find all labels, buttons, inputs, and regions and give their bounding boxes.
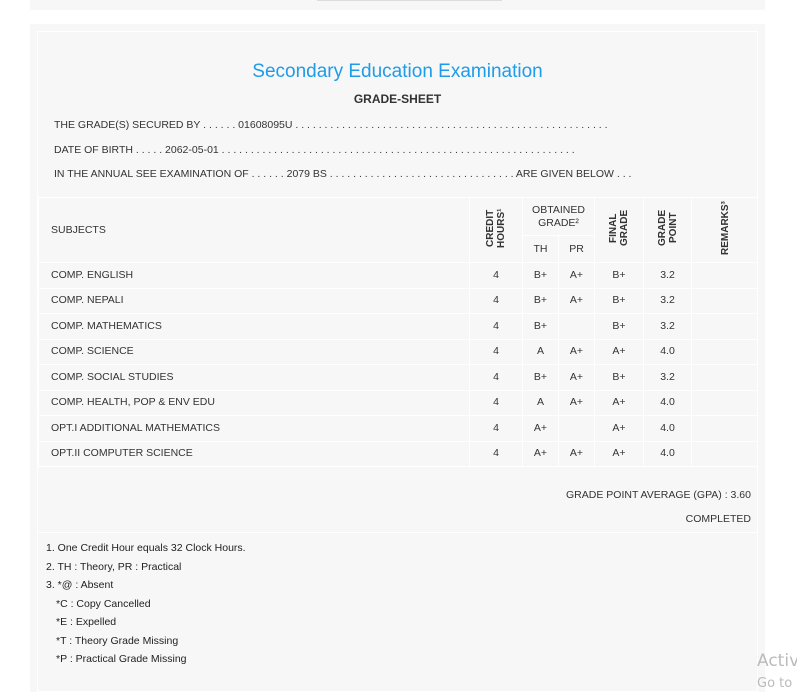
- table-row: COMP. HEALTH, POP & ENV EDU 4 A A+ A+ 4.0: [38, 389, 757, 416]
- cell-th: B+: [522, 364, 559, 391]
- cell-subject: COMP. ENGLISH: [38, 262, 470, 289]
- footnote: 1. One Credit Hour equals 32 Clock Hours…: [46, 542, 246, 554]
- cell-th: B+: [522, 313, 559, 340]
- top-tab: [317, 0, 502, 1]
- cell-final: B+: [594, 364, 644, 391]
- cell-point: 4.0: [643, 415, 692, 442]
- cell-pr: A+: [558, 262, 595, 289]
- grade-sheet-heading: GRADE-SHEET: [353, 92, 442, 106]
- cell-pr: A+: [558, 440, 595, 467]
- cell-final: A+: [594, 389, 644, 416]
- cell-final: B+: [594, 262, 644, 289]
- cell-point: 3.2: [643, 287, 692, 314]
- table-row: OPT.II COMPUTER SCIENCE 4 A+ A+ A+ 4.0: [38, 440, 757, 467]
- cell-remarks: [691, 389, 757, 416]
- cell-point: 4.0: [643, 389, 692, 416]
- header-remarks: REMARKS³: [691, 197, 757, 263]
- cell-pr: A+: [558, 389, 595, 416]
- cell-remarks: [691, 364, 757, 391]
- header-final-grade: FINAL GRADE: [594, 197, 644, 263]
- footnote: *T : Theory Grade Missing: [56, 634, 179, 647]
- grade-sheet: Secondary Education Examination GRADE-SH…: [37, 31, 758, 692]
- symbol-number-line: THE GRADE(S) SECURED BY . . . . . . 0160…: [54, 119, 608, 131]
- cell-credit: 4: [469, 287, 523, 314]
- table-row: COMP. SCIENCE 4 A A+ A+ 4.0: [38, 338, 757, 365]
- cell-subject: COMP. MATHEMATICS: [38, 313, 470, 340]
- activation-watermark-sub: Go to: [757, 676, 793, 691]
- exam-year-line: IN THE ANNUAL SEE EXAMINATION OF . . . .…: [54, 168, 632, 180]
- cell-point: 3.2: [643, 313, 692, 340]
- cell-point: 3.2: [643, 262, 692, 289]
- cell-th: A: [522, 338, 559, 365]
- cell-remarks: [691, 440, 757, 467]
- grade-sheet-header: Secondary Education Examination GRADE-SH…: [38, 32, 757, 197]
- header-obtained-grade: OBTAINED GRADE²: [522, 197, 595, 236]
- footnote: *E : Expelled: [56, 616, 117, 628]
- cell-final: A+: [594, 415, 644, 442]
- cell-th: B+: [522, 262, 559, 289]
- table-row: COMP. MATHEMATICS 4 B+ B+ 3.2: [38, 313, 757, 340]
- cell-subject: COMP. SOCIAL STUDIES: [38, 364, 470, 391]
- cell-subject: COMP. HEALTH, POP & ENV EDU: [38, 389, 470, 416]
- footnote: *P : Practical Grade Missing: [56, 653, 187, 665]
- cell-credit: 4: [469, 389, 523, 416]
- cell-subject: COMP. NEPALI: [38, 287, 470, 314]
- top-bar: [30, 0, 765, 10]
- cell-final: A+: [594, 338, 644, 365]
- table-row: COMP. SOCIAL STUDIES 4 B+ A+ B+ 3.2: [38, 364, 757, 391]
- cell-th: A+: [522, 415, 559, 442]
- gpa: GRADE POINT AVERAGE (GPA) : 3.60: [566, 489, 751, 501]
- cell-th: A+: [522, 440, 559, 467]
- header-pr: PR: [558, 235, 595, 263]
- cell-remarks: [691, 313, 757, 340]
- cell-point: 4.0: [643, 440, 692, 467]
- activation-watermark: Activ: [757, 651, 797, 671]
- dob-line: DATE OF BIRTH . . . . . 2062-05-01 . . .…: [54, 144, 575, 156]
- cell-pr: A+: [558, 338, 595, 365]
- cell-subject: OPT.I ADDITIONAL MATHEMATICS: [38, 415, 470, 442]
- cell-pr: [558, 415, 595, 442]
- table-row: COMP. NEPALI 4 B+ A+ B+ 3.2: [38, 287, 757, 314]
- table-row: COMP. ENGLISH 4 B+ A+ B+ 3.2: [38, 262, 757, 289]
- cell-credit: 4: [469, 364, 523, 391]
- cell-final: B+: [594, 287, 644, 314]
- header-credit-hours: CREDIT HOURS¹: [469, 197, 523, 263]
- cell-credit: 4: [469, 262, 523, 289]
- header-th: TH: [522, 235, 559, 263]
- cell-point: 4.0: [643, 338, 692, 365]
- exam-title: Secondary Education Examination: [252, 61, 543, 82]
- footnote: *C : Copy Cancelled: [56, 597, 151, 610]
- cell-remarks: [691, 262, 757, 289]
- cell-subject: COMP. SCIENCE: [38, 338, 470, 365]
- cell-subject: OPT.II COMPUTER SCIENCE: [38, 440, 470, 467]
- header-subjects: SUBJECTS: [38, 197, 470, 263]
- cell-point: 3.2: [643, 364, 692, 391]
- cell-th: A: [522, 389, 559, 416]
- table-row: OPT.I ADDITIONAL MATHEMATICS 4 A+ A+ 4.0: [38, 415, 757, 442]
- cell-final: A+: [594, 440, 644, 467]
- cell-remarks: [691, 415, 757, 442]
- cell-remarks: [691, 287, 757, 314]
- result-status: COMPLETED: [685, 513, 751, 525]
- grades-table: SUBJECTS CREDIT HOURS¹ OBTAINED GRADE² F…: [38, 197, 757, 467]
- footnote: 3. *@ : Absent: [46, 579, 114, 591]
- cell-credit: 4: [469, 440, 523, 467]
- grade-sheet-panel: Secondary Education Examination GRADE-SH…: [30, 24, 765, 692]
- cell-credit: 4: [469, 415, 523, 442]
- divider: [38, 532, 757, 533]
- cell-pr: A+: [558, 364, 595, 391]
- footnote: 2. TH : Theory, PR : Practical: [46, 560, 182, 573]
- cell-pr: A+: [558, 287, 595, 314]
- footnotes: 1. One Credit Hour equals 32 Clock Hours…: [38, 533, 757, 672]
- cell-pr: [558, 313, 595, 340]
- header-grade-point: GRADE POINT: [643, 197, 692, 263]
- cell-credit: 4: [469, 338, 523, 365]
- cell-final: B+: [594, 313, 644, 340]
- cell-th: B+: [522, 287, 559, 314]
- cell-remarks: [691, 338, 757, 365]
- cell-credit: 4: [469, 313, 523, 340]
